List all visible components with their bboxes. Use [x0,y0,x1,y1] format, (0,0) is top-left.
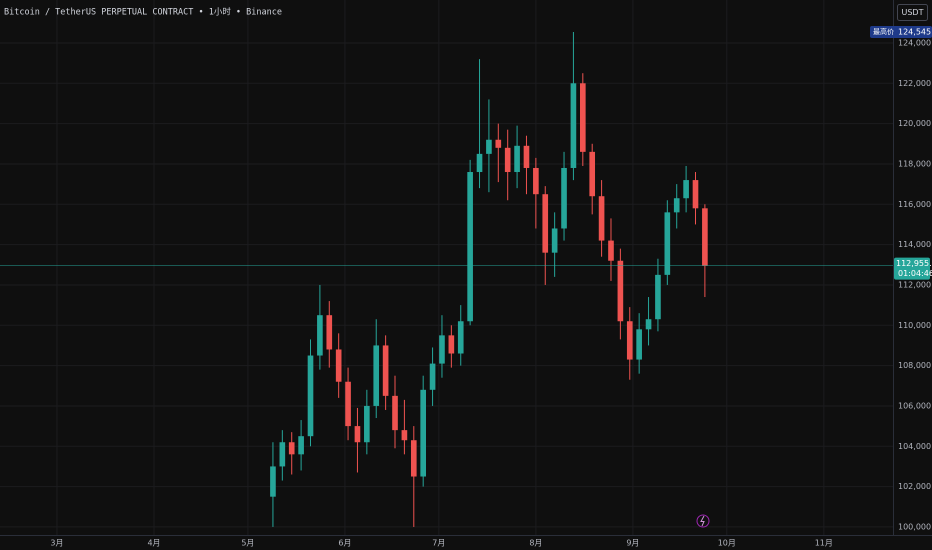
candles [270,31,708,527]
y-tick-label: 112,000.0 [898,280,932,289]
candle-body [364,405,370,443]
candle-body [382,345,389,396]
event-icon-bolt [700,515,705,527]
candle-body [270,466,276,497]
x-tick-label: 3月 [50,539,63,548]
x-tick-label: 9月 [626,539,639,548]
candle-body [533,167,539,195]
candle-body [523,145,530,168]
candle-body [673,198,680,213]
candle-body [335,349,342,382]
candle-body [504,147,511,173]
candle-body [326,315,333,350]
x-tick-label: 11月 [815,539,833,548]
grid [0,0,893,535]
candle-body [439,335,445,364]
candle-body [542,194,549,253]
candle-body [702,208,708,266]
candle-body [457,321,464,354]
y-tick-label: 118,000.0 [898,159,932,168]
y-tick-label: 124,000.0 [898,38,932,47]
high-marker-badge [870,25,932,38]
candle-body [467,172,473,322]
candle-body [664,212,671,275]
countdown-label: 01:04:46 [898,269,932,278]
event-icon[interactable] [696,514,710,528]
candle-body [354,426,361,443]
candle-body [692,180,699,209]
candle-body [307,355,314,437]
candle-body [495,139,502,148]
y-tick-label: 120,000.0 [898,119,932,128]
y-tick-label: 102,000.0 [898,482,932,491]
y-tick-label: 116,000.0 [898,200,932,209]
candle-body [476,153,483,173]
x-tick-label: 10月 [718,539,736,548]
candle-body [486,139,492,154]
candle-body [655,274,661,320]
y-tick-label: 108,000.0 [898,361,932,370]
candle-body [589,151,596,197]
y-tick-label: 100,000.0 [898,522,932,531]
candle-body [373,345,380,406]
y-tick-label: 110,000.0 [898,321,932,330]
candle-body [288,442,295,455]
high-marker-label: 最高价 [873,27,894,36]
candle-body [626,321,633,360]
candle-body [345,381,351,427]
candle-body [617,260,624,322]
candle-body [598,196,605,241]
x-tick-label: 7月 [432,539,445,548]
y-tick-label: 114,000.0 [898,240,932,249]
candle-body [392,395,398,431]
candle-body [551,228,558,253]
candle-body [570,83,577,168]
candle-body [636,329,642,360]
last-price-badge [894,257,930,280]
last-price-label: 112,955.0 [896,259,932,268]
x-tick-label: 4月 [147,539,160,548]
candle-body [645,319,652,330]
candle-body [514,145,520,173]
y-tick-label: 106,000.0 [898,401,932,410]
x-tick-label: 5月 [241,539,254,548]
candle-body [410,440,417,477]
currency-label[interactable]: USDT [902,8,924,17]
x-tick-label: 6月 [338,539,351,548]
candle-body [608,240,614,261]
candle-body [420,389,426,477]
high-marker-value: 124,545.6 [898,27,932,36]
candle-body [317,315,323,356]
candle-body [683,180,689,199]
y-tick-label: 122,000.0 [898,79,932,88]
y-tick-label: 104,000.0 [898,442,932,451]
x-tick-label: 8月 [529,539,542,548]
candle-body [279,442,286,467]
currency-button[interactable] [897,4,928,21]
candle-body [429,363,436,390]
candle-body [561,167,567,229]
candle-body [298,436,304,455]
candle-body [448,335,455,354]
chart-title: Bitcoin / TetherUS PERPETUAL CONTRACT • … [4,7,282,18]
candle-body [401,430,408,441]
candle-body [579,83,586,152]
